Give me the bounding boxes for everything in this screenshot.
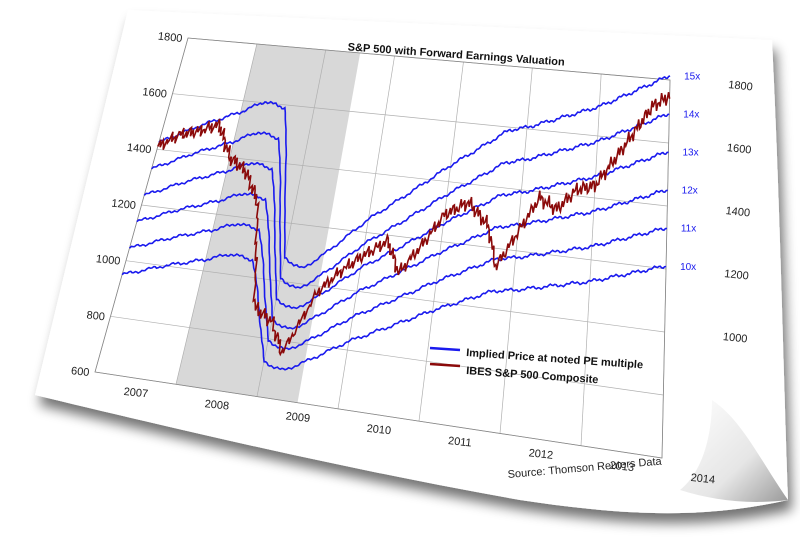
multiple-label: 10x — [680, 262, 696, 273]
multiple-label: 11x — [681, 224, 696, 235]
y-tick-label-right: 1600 — [726, 142, 752, 156]
y-tick-label-right: 1400 — [725, 205, 751, 219]
x-tick-label: 2013 — [609, 460, 635, 474]
implied-price-line — [128, 222, 668, 351]
multiple-label: 15x — [684, 71, 700, 82]
multiple-label: 13x — [682, 148, 698, 159]
y-tick-label-left: 1000 — [95, 253, 121, 267]
grid-horizontal — [141, 204, 667, 270]
grid-horizontal — [125, 260, 665, 333]
y-tick-label-left: 800 — [86, 309, 106, 323]
y-tick-label-left: 1200 — [111, 197, 137, 211]
legend-swatch-implied — [429, 346, 461, 352]
y-tick-label-left: 600 — [70, 365, 90, 379]
y-tick-label-left: 1400 — [126, 142, 152, 156]
paper-curl — [680, 400, 788, 502]
x-tick-label: 2010 — [366, 423, 392, 437]
y-tick-label-right: 1800 — [728, 79, 754, 93]
implied-price-line — [151, 113, 670, 289]
y-tick-label-right: 1200 — [724, 268, 750, 282]
implied-price-line — [121, 253, 667, 371]
multiple-label: 12x — [682, 186, 698, 197]
grid-horizontal — [156, 148, 668, 207]
x-tick-label: 2012 — [528, 447, 554, 461]
plot-area: 2007 2008 2009 2010 2011 2012 2013 2014 600 800 10… — [70, 30, 753, 486]
x-tick-label: 2008 — [204, 398, 230, 412]
plot-frame — [94, 37, 671, 459]
implied-price-line — [158, 75, 671, 269]
x-tick-label: 2007 — [123, 386, 149, 400]
paper-sheet — [35, 10, 788, 514]
grid-horizontal — [172, 93, 669, 144]
multiple-label: 14x — [683, 109, 699, 120]
y-tick-label-left: 1800 — [157, 30, 183, 44]
grid-horizontal — [110, 315, 664, 396]
x-tick-label: 2014 — [690, 472, 716, 486]
x-tick-label: 2009 — [285, 410, 311, 424]
implied-price-line — [143, 151, 669, 310]
x-tick-label: 2011 — [447, 435, 472, 449]
composite-index-line — [157, 92, 671, 357]
y-tick-label-left: 1600 — [142, 86, 168, 100]
y-tick-label-right: 1000 — [722, 331, 748, 345]
legend-swatch-composite — [429, 362, 461, 368]
